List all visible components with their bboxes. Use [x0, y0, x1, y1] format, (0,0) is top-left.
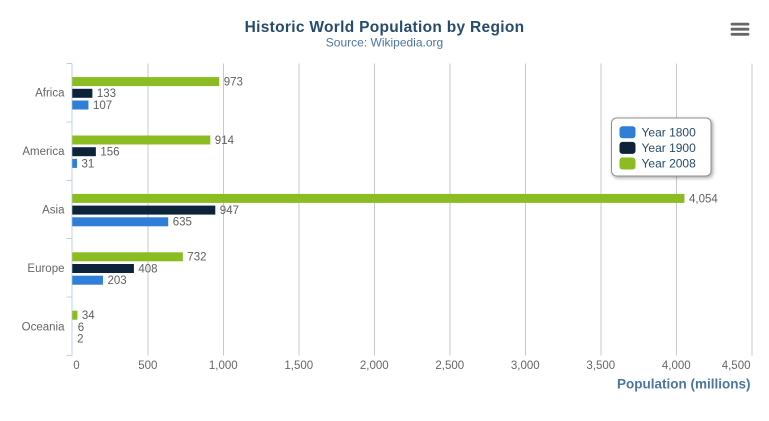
svg-text:4,500: 4,500 [722, 360, 751, 372]
svg-text:947: 947 [220, 205, 239, 217]
svg-text:107: 107 [93, 100, 112, 112]
svg-text:635: 635 [173, 217, 192, 229]
svg-text:133: 133 [97, 88, 116, 100]
svg-text:732: 732 [187, 252, 206, 264]
svg-text:408: 408 [138, 263, 157, 275]
svg-text:Year 1900: Year 1900 [642, 141, 697, 155]
svg-text:2,000: 2,000 [360, 360, 389, 372]
svg-text:1,000: 1,000 [209, 360, 238, 372]
svg-text:973: 973 [224, 77, 243, 89]
svg-text:Historic World Population by R: Historic World Population by Region [245, 19, 525, 36]
svg-text:3,500: 3,500 [586, 360, 615, 372]
svg-text:2: 2 [77, 334, 83, 346]
svg-text:34: 34 [82, 310, 95, 322]
svg-text:America: America [22, 146, 65, 158]
svg-text:Europe: Europe [27, 263, 64, 275]
svg-text:914: 914 [215, 135, 235, 147]
svg-text:Population (millions): Population (millions) [617, 377, 751, 392]
svg-text:Source: Wikipedia.org: Source: Wikipedia.org [326, 36, 443, 50]
svg-text:3,000: 3,000 [511, 360, 540, 372]
svg-text:203: 203 [108, 275, 127, 287]
svg-text:Africa: Africa [35, 88, 65, 100]
svg-text:4,000: 4,000 [662, 360, 691, 372]
svg-text:2,500: 2,500 [435, 360, 464, 372]
svg-text:0: 0 [73, 360, 79, 372]
svg-text:1,500: 1,500 [284, 360, 313, 372]
svg-text:31: 31 [82, 158, 95, 170]
svg-text:Asia: Asia [42, 205, 65, 217]
svg-text:Oceania: Oceania [22, 321, 65, 333]
svg-text:500: 500 [138, 360, 157, 372]
svg-text:Year 2008: Year 2008 [642, 157, 697, 171]
svg-text:4,054: 4,054 [689, 193, 718, 205]
svg-text:156: 156 [100, 147, 119, 159]
svg-text:Year 1800: Year 1800 [642, 126, 697, 140]
svg-text:6: 6 [78, 322, 84, 334]
